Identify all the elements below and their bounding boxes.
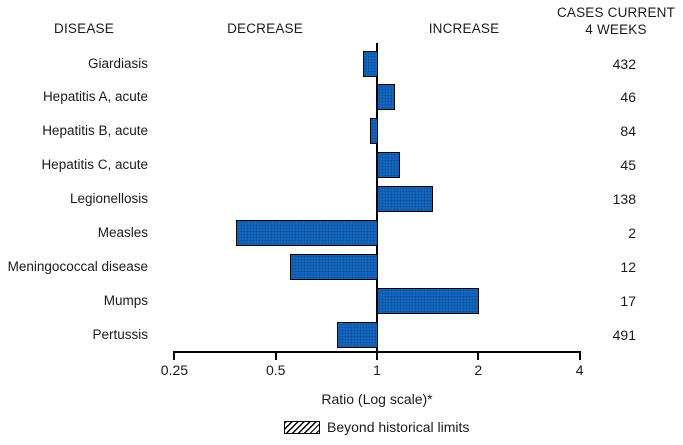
ratio-bar: [377, 287, 480, 314]
disease-label: Pertussis: [92, 326, 148, 342]
cases-value: 432: [612, 55, 636, 72]
x-axis-tick: [274, 351, 277, 360]
cases-value: 491: [612, 326, 636, 343]
x-axis-tick-label: 0.5: [265, 362, 286, 378]
column-header-decrease: DECREASE: [227, 21, 303, 36]
cases-value: 84: [620, 123, 636, 140]
ratio-bar: [289, 253, 378, 280]
disease-label: Meningococcal disease: [7, 258, 148, 274]
cases-value: 12: [620, 258, 636, 275]
disease-label: Hepatitis A, acute: [42, 89, 148, 105]
ratio-bar: [377, 84, 395, 111]
cases-value: 45: [620, 157, 636, 174]
disease-label: Mumps: [103, 292, 148, 308]
x-axis-tick: [578, 351, 581, 360]
disease-label: Hepatitis B, acute: [42, 123, 148, 139]
ratio-bar: [377, 186, 434, 213]
column-header-increase: INCREASE: [428, 21, 500, 36]
ratio-bar: [377, 152, 400, 179]
cases-value: 17: [620, 292, 636, 309]
x-axis-tick-label: 2: [474, 362, 483, 378]
cases-value: 2: [628, 225, 636, 241]
x-axis-tick-label: 0.25: [160, 362, 189, 378]
x-axis-label: Ratio (Log scale)*: [321, 391, 433, 407]
x-axis-tick-label: 4: [575, 362, 584, 378]
legend-label: Beyond historical limits: [327, 419, 470, 435]
ratio-bar: [369, 118, 378, 145]
column-header-cases: CASES CURRENT 4 WEEKS: [557, 4, 675, 38]
x-axis-tick: [376, 351, 378, 360]
legend: Beyond historical limits: [284, 419, 469, 435]
ratio-bar: [363, 50, 378, 77]
x-axis-tick-label: 1: [373, 362, 381, 378]
disease-label: Measles: [97, 225, 148, 240]
x-axis-tick: [173, 351, 176, 360]
column-header-cases-line1: CASES CURRENT: [556, 5, 676, 20]
cases-value: 138: [612, 191, 636, 208]
disease-label: Legionellosis: [69, 191, 148, 207]
cases-value: 46: [620, 89, 636, 106]
hatched-swatch-icon: [284, 420, 320, 434]
disease-label: Giardiasis: [87, 55, 148, 71]
ratio-bar: [235, 220, 378, 246]
x-axis-tick: [477, 351, 480, 360]
disease-label: Hepatitis C, acute: [41, 157, 148, 173]
ratio-bar: [336, 321, 378, 348]
column-header-disease: DISEASE: [54, 21, 114, 36]
column-header-cases-line2: 4 WEEKS: [585, 22, 647, 37]
